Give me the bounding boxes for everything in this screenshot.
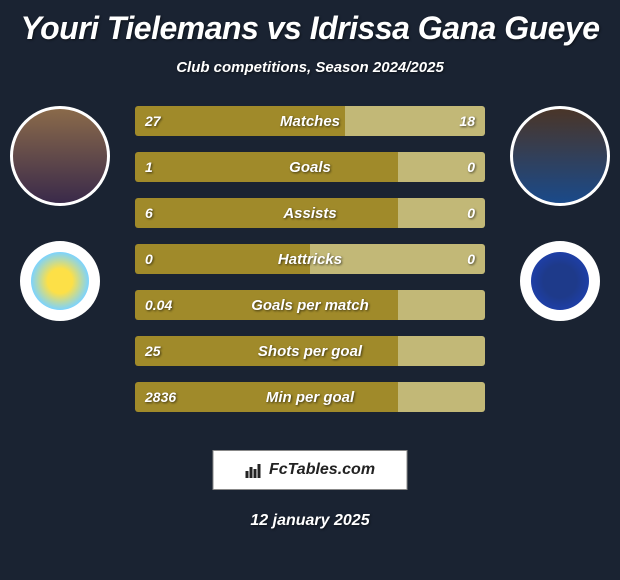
chart-icon: [245, 461, 263, 479]
stat-value-left: 2836: [145, 382, 176, 412]
stat-value-left: 1: [145, 152, 153, 182]
stat-row: Hattricks0 0: [135, 244, 485, 274]
stat-row: Goals per match0.04: [135, 290, 485, 320]
footer-date: 12 january 2025: [0, 512, 620, 530]
stat-label: Goals: [135, 152, 485, 182]
stat-row: Matches27 18: [135, 106, 485, 136]
stat-label: Goals per match: [135, 290, 485, 320]
stat-value-right: 0: [467, 198, 475, 228]
branding-text: FcTables.com: [269, 461, 375, 479]
stat-label: Assists: [135, 198, 485, 228]
stat-label: Hattricks: [135, 244, 485, 274]
stat-value-right: 0: [467, 152, 475, 182]
branding-logo: FcTables.com: [213, 450, 408, 490]
stat-row: Min per goal2836: [135, 382, 485, 412]
page-title: Youri Tielemans vs Idrissa Gana Gueye: [0, 0, 620, 47]
stat-row: Shots per goal25: [135, 336, 485, 366]
stat-value-left: 0: [145, 244, 153, 274]
stat-row: Goals1 0: [135, 152, 485, 182]
comparison-content: Matches2718Goals10Assists60Hattricks00Go…: [0, 106, 620, 446]
stat-value-left: 0.04: [145, 290, 172, 320]
stat-label: Matches: [135, 106, 485, 136]
player-left-avatar: [10, 106, 110, 206]
stat-label: Min per goal: [135, 382, 485, 412]
club-left-badge: [20, 241, 100, 321]
stat-value-left: 27: [145, 106, 161, 136]
club-right-badge: [520, 241, 600, 321]
player-right-avatar: [510, 106, 610, 206]
stat-value-left: 25: [145, 336, 161, 366]
stat-value-right: 0: [467, 244, 475, 274]
stat-value-right: 18: [459, 106, 475, 136]
page-subtitle: Club competitions, Season 2024/2025: [0, 59, 620, 76]
stat-value-left: 6: [145, 198, 153, 228]
stat-row: Assists6 0: [135, 198, 485, 228]
stat-label: Shots per goal: [135, 336, 485, 366]
stat-bars-container: Matches2718Goals10Assists60Hattricks00Go…: [135, 106, 485, 428]
